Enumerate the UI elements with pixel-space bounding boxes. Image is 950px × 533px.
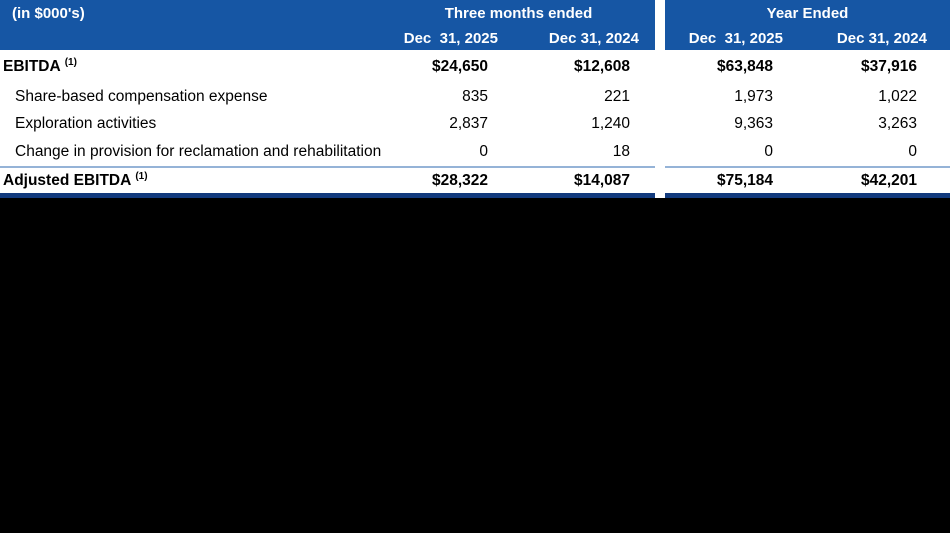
value-tm-2025: 2,837 <box>449 114 488 132</box>
rule-gap <box>655 193 665 198</box>
row-label-text: Adjusted EBITDA <box>3 172 132 189</box>
footnote-superscript: (1) <box>135 171 148 182</box>
col-header-tm-2025: Dec 31, 2025 <box>403 29 498 47</box>
row-label: EBITDA (1) <box>0 57 338 76</box>
header-row-dates-right: Dec 31, 2025 Dec 31, 2024 <box>665 26 950 50</box>
row-label-text: EBITDA <box>3 58 61 75</box>
header-row-titles-right: Year Ended <box>665 0 950 26</box>
row-label: Exploration activities <box>15 114 157 132</box>
value-ye-2024: 3,263 <box>878 114 917 132</box>
rule-segment-left <box>0 166 655 168</box>
table-row-exploration-activities: Exploration activities 2,837 1,240 9,363… <box>0 110 950 137</box>
value-tm-2025: 0 <box>479 142 488 160</box>
table-header: (in $000's) Three months ended Dec 31, 2… <box>0 0 950 50</box>
col-header-tm-2024: Dec 31, 2024 <box>548 29 639 47</box>
financial-table: (in $000's) Three months ended Dec 31, 2… <box>0 0 950 198</box>
col-header-ye-2025: Dec 31, 2025 <box>688 29 783 47</box>
header-row-dates-left: Dec 31, 2025 Dec 31, 2024 <box>0 26 655 50</box>
value-tm-2025: 835 <box>462 87 488 105</box>
value-tm-2025: $28,322 <box>431 171 488 189</box>
black-background <box>0 198 950 533</box>
header-row-titles-left: (in $000's) Three months ended <box>0 0 655 26</box>
header-group-divider <box>655 0 665 50</box>
rule-segment-left <box>0 193 655 198</box>
row-label: Change in provision for reclamation and … <box>15 142 382 160</box>
value-tm-2024: 1,240 <box>591 114 630 132</box>
col-header-ye-2024: Dec 31, 2024 <box>836 29 927 47</box>
value-ye-2025: 1,973 <box>734 87 773 105</box>
table-row-change-in-provision: Change in provision for reclamation and … <box>0 137 950 166</box>
row-label: Adjusted EBITDA (1) <box>0 171 338 190</box>
value-ye-2025: $63,848 <box>716 57 773 75</box>
value-tm-2024: 18 <box>612 142 630 160</box>
value-ye-2025: $75,184 <box>716 171 773 189</box>
value-ye-2024: 0 <box>908 142 917 160</box>
subtotal-rule <box>0 166 950 168</box>
value-ye-2025: 0 <box>764 142 773 160</box>
table-row-adjusted-ebitda: Adjusted EBITDA (1) $28,322 $14,087 $75,1… <box>0 168 950 193</box>
value-tm-2024: $14,087 <box>573 171 630 189</box>
footnote-superscript: (1) <box>64 57 77 68</box>
header-group-three-months: (in $000's) Three months ended Dec 31, 2… <box>0 0 655 50</box>
table-bottom-rule <box>0 193 950 198</box>
row-label: Share-based compensation expense <box>15 87 268 105</box>
value-ye-2024: $42,201 <box>860 171 917 189</box>
group-title-year-ended: Year Ended <box>766 4 849 22</box>
value-ye-2025: 9,363 <box>734 114 773 132</box>
rule-segment-right <box>665 166 950 168</box>
table-row-share-based-compensation: Share-based compensation expense 835 221… <box>0 83 950 110</box>
unit-label: (in $000's) <box>12 4 85 22</box>
group-title-three-months: Three months ended <box>444 4 593 22</box>
value-tm-2024: $12,608 <box>573 57 630 75</box>
value-tm-2025: $24,650 <box>431 57 488 75</box>
value-tm-2024: 221 <box>604 87 630 105</box>
header-group-year-ended: Year Ended Dec 31, 2025 Dec 31, 2024 <box>665 0 950 50</box>
rule-gap <box>655 166 665 168</box>
value-ye-2024: 1,022 <box>878 87 917 105</box>
rule-segment-right <box>665 193 950 198</box>
table-row-ebitda: EBITDA (1) $24,650 $12,608 $63,848 $37,91… <box>0 50 950 83</box>
value-ye-2024: $37,916 <box>860 57 917 75</box>
